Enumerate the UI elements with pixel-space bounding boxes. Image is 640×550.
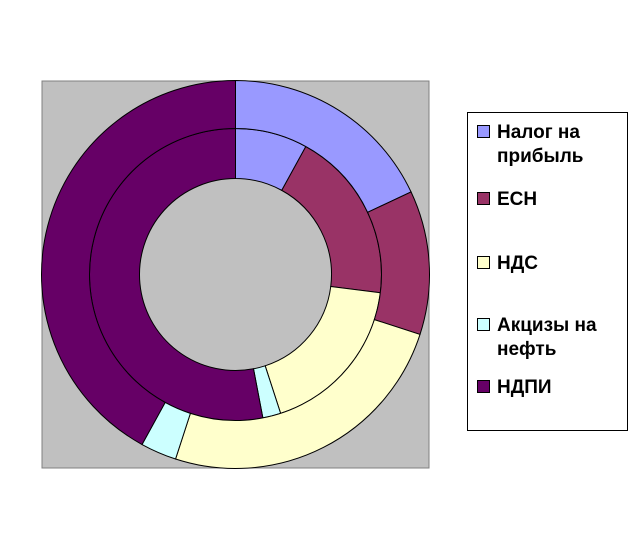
legend-label: НДС [497, 253, 538, 274]
legend-label: Акцизы на нефть [497, 315, 597, 360]
legend-label: НДПИ [497, 377, 552, 398]
legend-swatch [477, 380, 490, 393]
legend-swatch [477, 192, 490, 205]
legend-label: ЕСН [497, 189, 538, 210]
outer-ring-slice [41, 79, 236, 446]
doughnut-rings [41, 79, 430, 469]
legend-swatch [477, 318, 490, 331]
legend-label: Налог на прибыль [497, 122, 584, 167]
legend-swatch [477, 125, 490, 138]
legend: Налог на прибыль ЕСН НДС Акцизы на нефть… [467, 112, 628, 431]
legend-swatch [477, 256, 490, 269]
